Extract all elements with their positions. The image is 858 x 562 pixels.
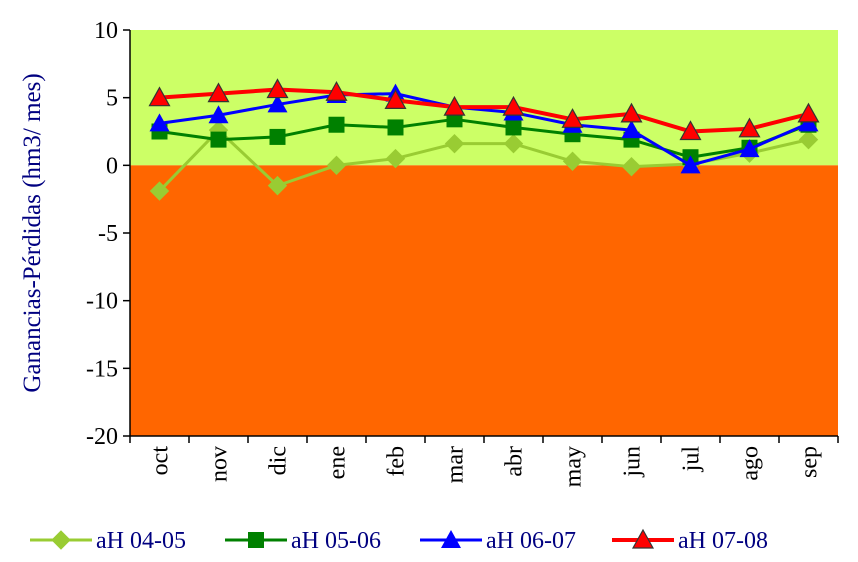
data-point — [149, 181, 170, 201]
legend: aH 04-05 aH 05-06 aH 06-07 aH 07-08 — [30, 528, 768, 554]
x-tick-label-jun: jun — [620, 446, 646, 478]
x-tick-label-dic: dic — [266, 446, 292, 475]
series-4 — [148, 78, 820, 141]
y-tick-label: 0 — [106, 153, 118, 179]
data-point — [502, 95, 525, 116]
data-point — [505, 119, 522, 136]
series-line-3 — [159, 92, 810, 167]
data-point — [148, 86, 171, 107]
legend-marker — [51, 530, 71, 550]
data-point — [267, 175, 288, 196]
data-point — [328, 116, 345, 133]
series-group — [148, 78, 820, 201]
x-tick-label-mar: mar — [443, 446, 469, 483]
data-point — [210, 131, 227, 148]
legend-label: aH 05-06 — [291, 528, 381, 554]
legend-label: aH 07-08 — [678, 528, 768, 554]
data-point — [620, 102, 643, 123]
series-line-4 — [159, 87, 809, 134]
data-point — [797, 102, 820, 123]
background-bands — [130, 30, 838, 437]
data-point — [738, 117, 761, 138]
data-point — [385, 148, 406, 169]
x-tick-label-ago: ago — [738, 446, 764, 481]
data-point — [621, 156, 642, 177]
x-tick-label-abr: abr — [502, 446, 528, 477]
x-tick-label-jul: jul — [679, 446, 705, 473]
x-tick-label-oct: oct — [148, 446, 174, 476]
y-tick-label: -20 — [86, 424, 118, 450]
data-point — [562, 151, 583, 171]
x-tick-label-sep: sep — [797, 446, 823, 478]
x-tick-label-nov: nov — [207, 446, 233, 482]
y-tick-label: -10 — [86, 289, 118, 315]
series-3 — [149, 83, 819, 174]
y-axis-label: Ganancias-Pérdidas (hm3/ mes) — [19, 73, 46, 392]
legend-entry-2: aH 05-06 — [225, 528, 381, 554]
y-axis: 10 5 0 -5 -10 -15 -20 — [86, 18, 131, 450]
y-tick-label: -15 — [86, 356, 118, 382]
data-point — [798, 129, 819, 150]
background-band-2 — [130, 165, 838, 437]
data-point — [679, 120, 702, 141]
data-point — [149, 113, 170, 132]
y-tick-label: 10 — [94, 18, 118, 44]
x-tick-label-may: may — [561, 446, 587, 487]
data-point — [503, 133, 524, 154]
data-point — [326, 155, 347, 176]
legend-marker — [441, 530, 461, 548]
data-point — [444, 133, 465, 154]
data-point — [739, 139, 760, 158]
data-point — [387, 119, 404, 136]
legend-marker — [631, 528, 655, 549]
y-tick-label: 5 — [106, 86, 118, 112]
y-tick-label: -5 — [98, 221, 118, 247]
legend-entry-4: aH 07-08 — [612, 528, 768, 554]
data-point — [266, 78, 289, 99]
data-point — [269, 128, 286, 145]
data-point — [680, 155, 701, 174]
data-point — [207, 82, 230, 103]
data-point — [561, 108, 584, 128]
legend-entry-3: aH 06-07 — [420, 528, 576, 554]
x-axis: oct nov dic ene feb mar abr may jun jul ago sep — [129, 435, 839, 487]
data-point — [208, 105, 229, 124]
data-point — [384, 89, 407, 109]
data-point — [325, 81, 348, 101]
legend-marker — [248, 532, 264, 548]
legend-label: aH 04-05 — [96, 528, 186, 554]
x-tick-label-feb: feb — [384, 446, 410, 477]
series-line-2 — [159, 117, 810, 159]
x-tick-label-ene: ene — [325, 446, 351, 479]
data-point — [267, 94, 288, 113]
data-point — [443, 95, 466, 116]
legend-label: aH 06-07 — [486, 528, 576, 554]
data-point — [621, 120, 642, 139]
legend-entry-1: aH 04-05 — [30, 528, 186, 554]
